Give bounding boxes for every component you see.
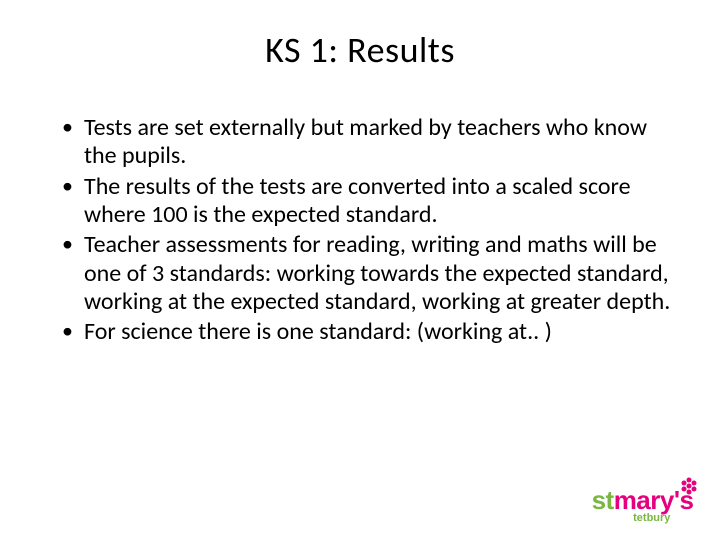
- slide-title: KS 1: Results: [40, 28, 680, 72]
- bullet-list: Tests are set externally but marked by t…: [40, 114, 680, 347]
- logo-subtitle: tetbury: [633, 512, 670, 524]
- flower-icon: [680, 477, 698, 500]
- bullet-item: Teacher assessments for reading, writing…: [62, 231, 680, 316]
- bullet-item: Tests are set externally but marked by t…: [62, 114, 680, 171]
- bullet-item: For science there is one standard: (work…: [62, 318, 680, 346]
- slide-container: KS 1: Results Tests are set externally b…: [0, 0, 720, 540]
- bullet-item: The results of the tests are converted i…: [62, 173, 680, 230]
- logo: stmary's tetbury: [592, 485, 694, 524]
- logo-prefix: st: [592, 485, 614, 516]
